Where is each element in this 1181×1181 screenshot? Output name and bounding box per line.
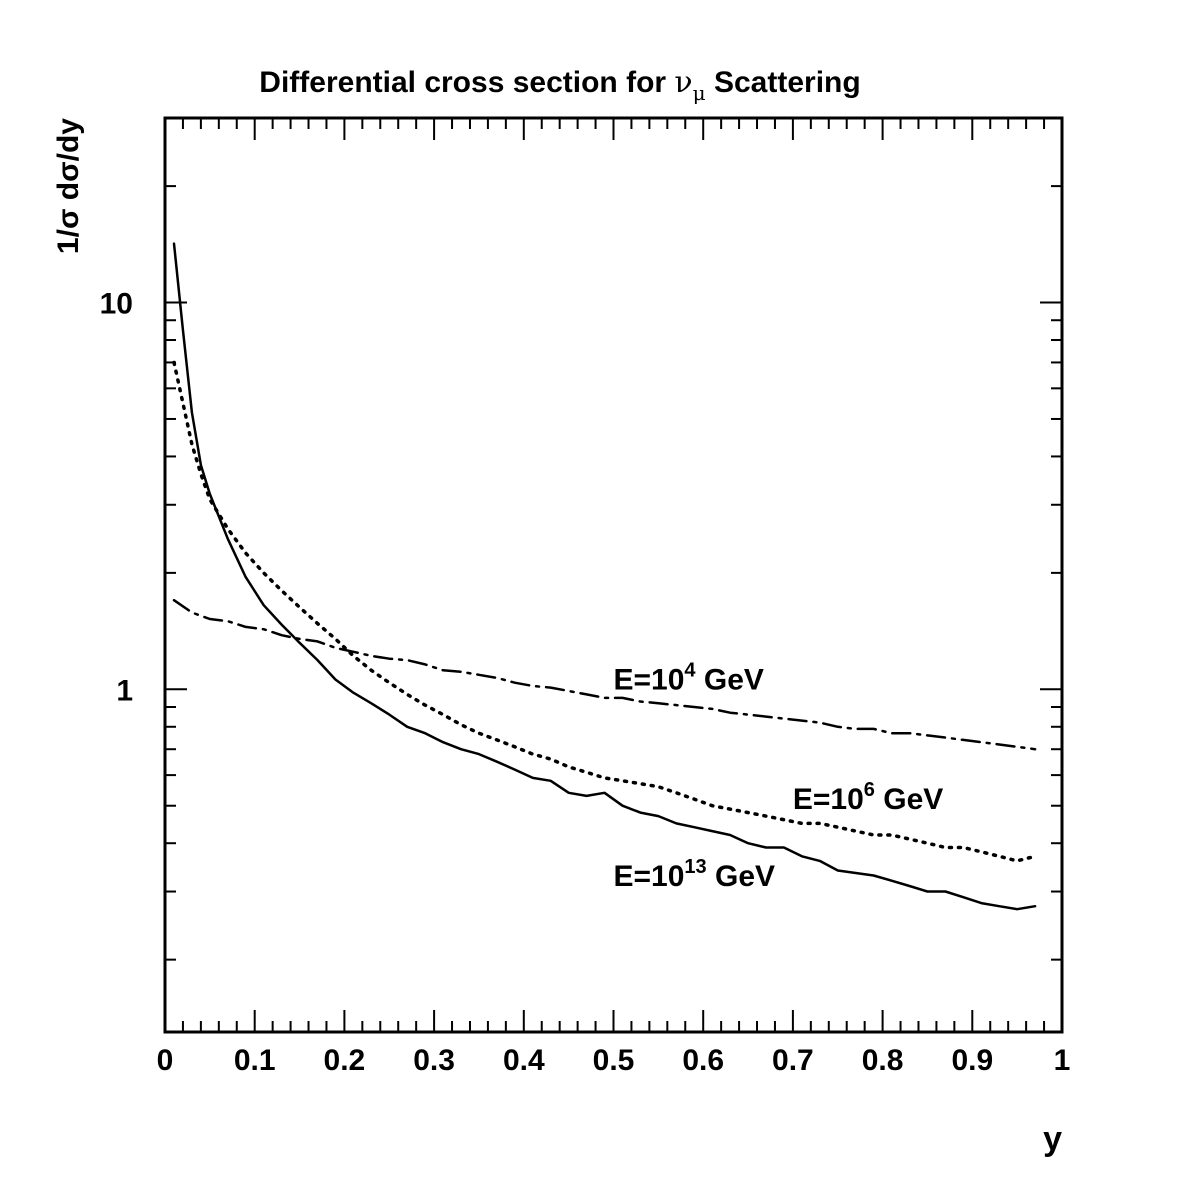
x-tick-label: 0 [157, 1044, 174, 1077]
y-tick-label: 10 [100, 288, 133, 321]
series-label-2: E=1013 GeV [614, 856, 776, 893]
title-mu: μ [693, 81, 706, 105]
x-tick-label: 0.6 [682, 1044, 724, 1077]
plot-frame [163, 116, 1064, 1034]
x-tick-label: 0.1 [234, 1044, 276, 1077]
title-nu: ν [674, 65, 692, 100]
x-tick-label: 0.2 [324, 1044, 366, 1077]
chart-title: Differential cross section for νμ Scatte… [259, 65, 860, 105]
x-tick-label: 0.8 [862, 1044, 904, 1077]
x-tick-label: 0.7 [772, 1044, 814, 1077]
y-axis-label: 1/σ dσ/dy [52, 118, 85, 254]
x-axis-label: y [1043, 1120, 1062, 1158]
axis-ticks [164, 117, 1063, 1032]
series-label-1: E=106 GeV [793, 779, 943, 816]
series-line-2 [172, 242, 1037, 911]
series-labels: E=104 GeV E=106 GeV E=1013 GeV [614, 659, 944, 893]
x-tick-label: 0.9 [951, 1044, 993, 1077]
series-line-0 [172, 598, 1037, 751]
x-tick-label: 0.5 [593, 1044, 635, 1077]
x-tick-label: 0.3 [413, 1044, 455, 1077]
x-tick-label: 1 [1054, 1044, 1071, 1077]
y-tick-label: 1 [116, 674, 133, 707]
series-lines [172, 242, 1037, 911]
x-tick-label: 0.4 [503, 1044, 545, 1077]
tick-labels: 0 0.1 0.2 0.3 0.4 0.5 0.6 0.7 0.8 0.9 1 1 10 [100, 288, 1071, 1077]
series-label-0: E=104 GeV [614, 659, 764, 696]
